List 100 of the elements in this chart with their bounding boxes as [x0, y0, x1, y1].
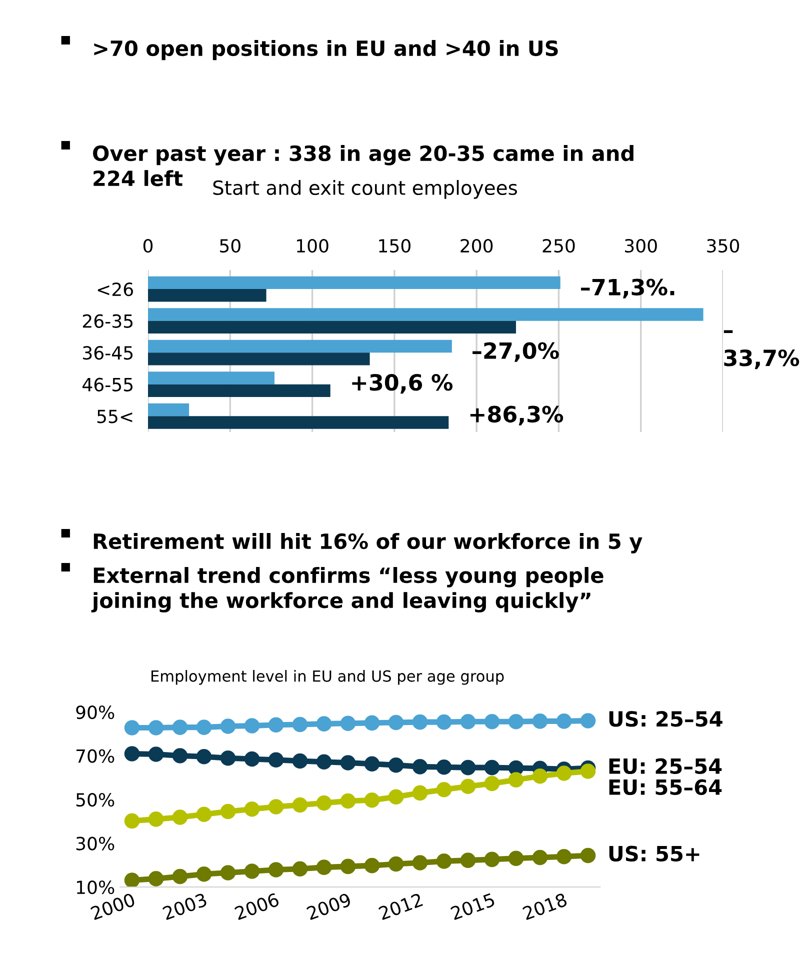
point [244, 864, 260, 879]
point [436, 854, 452, 869]
bar [148, 403, 190, 416]
bar [148, 416, 449, 429]
y-tick-label: 55< [97, 410, 132, 424]
point [124, 746, 140, 762]
point [388, 789, 404, 805]
point [196, 866, 212, 882]
bar [148, 340, 452, 353]
annotation: –27,0% [472, 342, 559, 362]
point [364, 792, 380, 808]
point [124, 872, 140, 887]
point [244, 718, 260, 734]
point [172, 748, 188, 764]
x-tick-label: 2003 [162, 892, 208, 920]
point [364, 756, 380, 772]
point [268, 862, 284, 878]
bar [148, 352, 370, 366]
point [148, 871, 164, 886]
point [292, 716, 308, 732]
bar [148, 289, 266, 302]
x-tick-label: 200 [460, 238, 493, 253]
x-tick-label: 2006 [234, 892, 280, 920]
point [172, 720, 188, 735]
x-tick-label: 350 [707, 238, 740, 253]
point [220, 718, 236, 734]
point [460, 714, 476, 730]
y-tick-label: 70% [76, 749, 114, 763]
bar [148, 276, 560, 290]
x-tick-label: 50 [220, 238, 240, 253]
text: >70 open positions in EU and >40 in US [94, 40, 558, 60]
point [220, 865, 236, 880]
point [436, 782, 452, 798]
point [484, 852, 500, 868]
point [580, 848, 596, 864]
x-tick-label: 2015 [450, 892, 496, 920]
point [460, 760, 476, 776]
y-tick-label: 50% [76, 792, 114, 807]
point [388, 856, 404, 872]
point [436, 759, 452, 775]
text: External trend confirms “less young people joining the workforce and leaving quickly” [91, 567, 604, 612]
text: Retirement will hit 16% of our workforce in 5 y [94, 533, 642, 554]
point [220, 750, 236, 766]
x-tick-label: 250 [542, 238, 575, 253]
point [172, 810, 188, 825]
annotation: – 33,7% [724, 330, 800, 370]
point [220, 804, 236, 820]
point [412, 855, 428, 870]
point [268, 717, 284, 733]
chart-title: Employment level in EU and US per age group [152, 670, 504, 685]
point [292, 797, 308, 813]
point [340, 716, 356, 732]
y-tick-label: 26-35 [82, 314, 133, 328]
point [316, 716, 332, 732]
point [196, 806, 212, 822]
point [196, 720, 212, 735]
y-tick-label: 90% [76, 705, 114, 720]
x-tick-label: 2009 [306, 892, 352, 920]
point [268, 752, 284, 768]
y-tick-label: 10% [76, 880, 114, 894]
point [556, 714, 572, 729]
point [508, 772, 524, 788]
bar [148, 320, 516, 334]
point [172, 868, 188, 884]
annotation: +30,6 % [352, 374, 453, 394]
point [244, 751, 260, 767]
point [340, 793, 356, 809]
point [316, 860, 332, 875]
point [484, 760, 500, 776]
point [532, 714, 548, 729]
annotation: –71,3%. [580, 278, 674, 298]
point [148, 720, 164, 736]
point [532, 850, 548, 866]
series-label: US: 25–54 [609, 711, 722, 727]
point [412, 714, 428, 730]
point [532, 768, 548, 784]
point [244, 801, 260, 817]
x-tick-label: 2000 [90, 892, 136, 920]
x-tick-label: 2018 [522, 892, 568, 920]
point [340, 755, 356, 770]
point [124, 813, 140, 829]
series-label: EU: 25–54 [609, 758, 722, 774]
x-tick-label: 2012 [378, 892, 424, 920]
series-label: EU: 55–64 [609, 779, 722, 796]
point [484, 714, 500, 730]
point [292, 753, 308, 769]
point [508, 850, 524, 866]
point [292, 861, 308, 876]
point [460, 852, 476, 868]
point [196, 748, 212, 764]
point [412, 759, 428, 774]
point [412, 785, 428, 801]
point [460, 778, 476, 794]
point [556, 848, 572, 864]
point [340, 858, 356, 874]
point [268, 799, 284, 814]
bar [148, 372, 274, 384]
point [484, 776, 500, 792]
point [124, 720, 140, 736]
annotation: +86,3% [470, 406, 564, 426]
